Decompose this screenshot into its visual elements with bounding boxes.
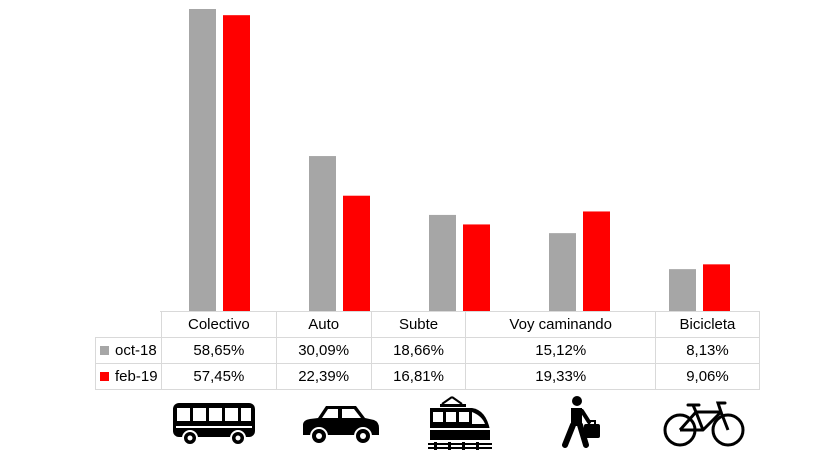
data-label: 19,33% [465,363,656,390]
bar-chart [160,9,760,312]
data-table: Colectivo Auto Subte Voy caminando Bicic… [95,311,761,390]
category-label: Subte [370,311,467,338]
legend-swatch-gray [100,346,109,355]
legend-swatch-red [100,372,109,381]
data-label: 8,13% [654,337,761,364]
bar-oct18-bicicleta [669,269,696,311]
legend-label: feb-19 [115,368,158,385]
category-label: Voy caminando [465,311,656,338]
car-icon [303,406,379,445]
legend-label: oct-18 [115,342,157,359]
data-label: 9,06% [654,363,761,390]
series-row-oct18: oct-18 58,65% 30,09% 18,66% 15,12% 8,13% [95,337,761,364]
bar-feb19-colectivo [223,15,250,312]
data-label: 18,66% [370,337,467,364]
series-row-feb19: feb-19 57,45% 22,39% 16,81% 19,33% 9,06% [95,363,761,390]
train-icon [428,396,492,450]
data-label: 30,09% [275,337,372,364]
data-label: 57,45% [161,363,277,390]
transport-icons [0,396,840,451]
table-corner [95,311,162,338]
category-label: Colectivo [161,311,277,338]
bar-feb19-voy-caminando [583,211,610,311]
category-row: Colectivo Auto Subte Voy caminando Bicic… [95,311,761,338]
bar-oct18-colectivo [189,9,216,311]
category-label: Bicicleta [654,311,761,338]
walking-person-icon [562,396,600,448]
data-label: 58,65% [161,337,277,364]
category-label: Auto [275,311,372,338]
bar-feb19-subte [463,224,490,311]
bar-oct18-voy-caminando [549,233,576,311]
legend-entry: feb-19 [95,363,162,390]
bar-feb19-auto [343,195,370,311]
bus-icon [173,403,255,446]
bicycle-icon [663,401,745,447]
legend-entry: oct-18 [95,337,162,364]
bar-oct18-auto [309,156,336,311]
bar-oct18-subte [429,214,456,311]
data-label: 15,12% [465,337,656,364]
data-label: 22,39% [275,363,372,390]
bar-feb19-bicicleta [703,264,730,311]
data-label: 16,81% [370,363,467,390]
